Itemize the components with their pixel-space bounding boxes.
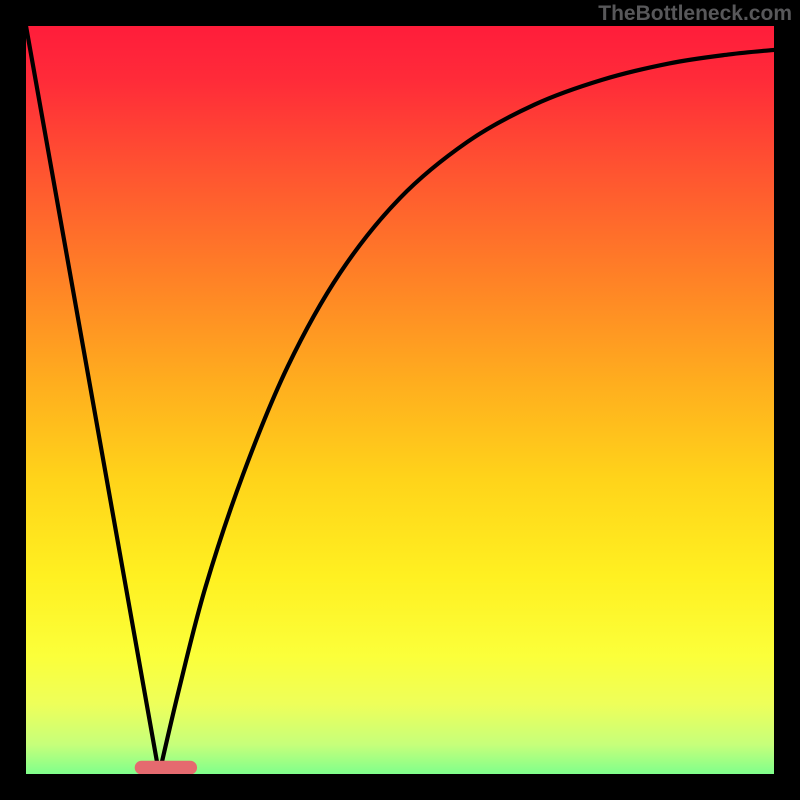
- watermark-text: TheBottleneck.com: [598, 2, 792, 26]
- bottleneck-chart: TheBottleneck.com: [0, 0, 800, 800]
- optimal-marker: [135, 761, 196, 774]
- chart-svg: [0, 0, 800, 800]
- gradient-background: [0, 0, 800, 800]
